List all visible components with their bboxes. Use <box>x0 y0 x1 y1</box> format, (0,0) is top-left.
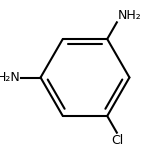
Text: H₂N: H₂N <box>0 71 20 84</box>
Text: NH₂: NH₂ <box>118 9 141 22</box>
Text: Cl: Cl <box>112 134 124 147</box>
